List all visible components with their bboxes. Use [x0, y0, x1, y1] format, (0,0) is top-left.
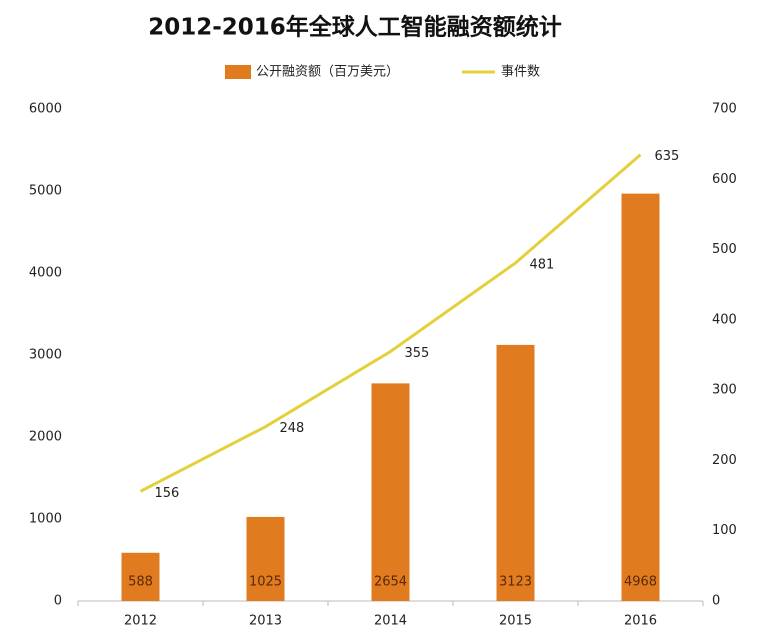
- y-tick-label: 1000: [29, 512, 62, 527]
- x-tick-label: 2013: [249, 614, 282, 629]
- bar-value-label: 1025: [249, 575, 282, 590]
- y2-tick-label: 500: [712, 242, 737, 257]
- y-tick-label: 6000: [29, 102, 62, 117]
- x-tick-label: 2015: [499, 614, 532, 629]
- y-tick-label: 2000: [29, 430, 62, 445]
- bar: [121, 552, 160, 601]
- y-tick-label: 0: [54, 594, 62, 609]
- y2-tick-label: 300: [712, 383, 737, 398]
- bar: [246, 516, 285, 601]
- legend-label: 事件数: [501, 65, 540, 80]
- x-tick-label: 2014: [374, 614, 407, 629]
- bar: [371, 383, 410, 601]
- line-value-label: 481: [530, 257, 555, 272]
- y2-tick-label: 200: [712, 453, 737, 468]
- x-tick-label: 2016: [624, 614, 657, 629]
- y-tick-label: 4000: [29, 266, 62, 281]
- y2-tick-label: 0: [712, 594, 720, 609]
- legend-label: 公开融资额（百万美元）: [256, 65, 399, 80]
- y2-tick-label: 600: [712, 172, 737, 187]
- y2-tick-label: 100: [712, 523, 737, 538]
- bar: [621, 193, 660, 601]
- line-value-label: 156: [155, 486, 180, 501]
- bar-value-label: 588: [128, 575, 153, 590]
- bar-value-label: 4968: [624, 575, 657, 590]
- legend-swatch: [225, 65, 251, 79]
- line-value-label: 248: [280, 421, 305, 436]
- bar: [496, 344, 535, 601]
- chart-title: 2012-2016年全球人工智能融资额统计: [148, 14, 562, 41]
- line-value-label: 355: [405, 346, 430, 361]
- bar-value-label: 2654: [374, 575, 407, 590]
- line: [139, 153, 642, 493]
- y2-tick-label: 700: [712, 102, 737, 117]
- y2-tick-label: 400: [712, 312, 737, 327]
- y-tick-label: 3000: [29, 348, 62, 363]
- x-tick-label: 2012: [124, 614, 157, 629]
- line-value-label: 635: [655, 149, 680, 164]
- bar-value-label: 3123: [499, 575, 532, 590]
- y-tick-label: 5000: [29, 184, 62, 199]
